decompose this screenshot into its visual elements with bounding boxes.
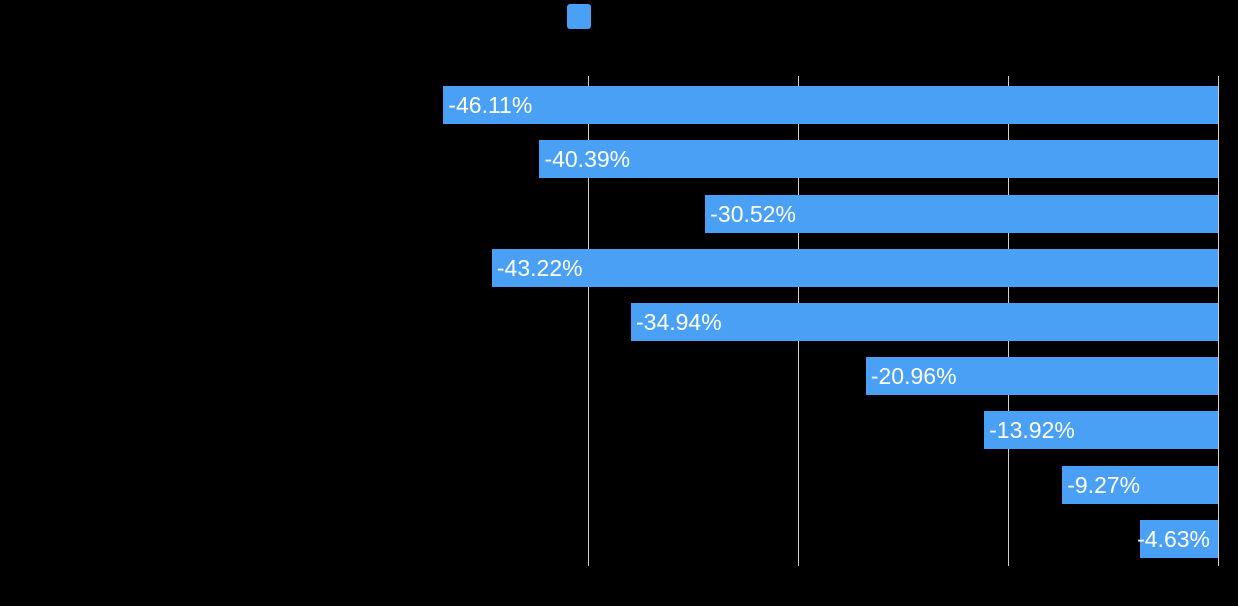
bar[interactable]: -9.27% [1062,465,1218,504]
bar-value-label: -40.39% [544,146,631,173]
bar-value-label: -34.94% [636,309,722,335]
bar[interactable]: -4.63% [1137,519,1218,558]
bar-value-label: -20.96% [870,363,957,390]
bar[interactable]: -13.92% [984,411,1218,450]
bar-value-label: -30.52% [710,200,796,227]
bar[interactable]: -43.22% [491,248,1218,287]
grid-line [1217,76,1219,566]
bar[interactable]: -46.11% [443,86,1218,125]
bar[interactable]: -30.52% [705,194,1218,233]
bar[interactable]: -40.39% [539,140,1218,179]
grid-line [587,76,589,566]
bar[interactable]: -34.94% [631,303,1218,341]
legend-swatch[interactable] [567,4,591,29]
bar-value-label: -46.11% [448,92,533,119]
bar-value-label: -9.27% [1067,471,1141,498]
bar[interactable]: -20.96% [865,357,1218,396]
bar-value-label: -13.92% [989,417,1075,444]
bar-value-label: -43.22% [496,254,583,281]
bar-value-label: -4.63% [1137,525,1210,552]
